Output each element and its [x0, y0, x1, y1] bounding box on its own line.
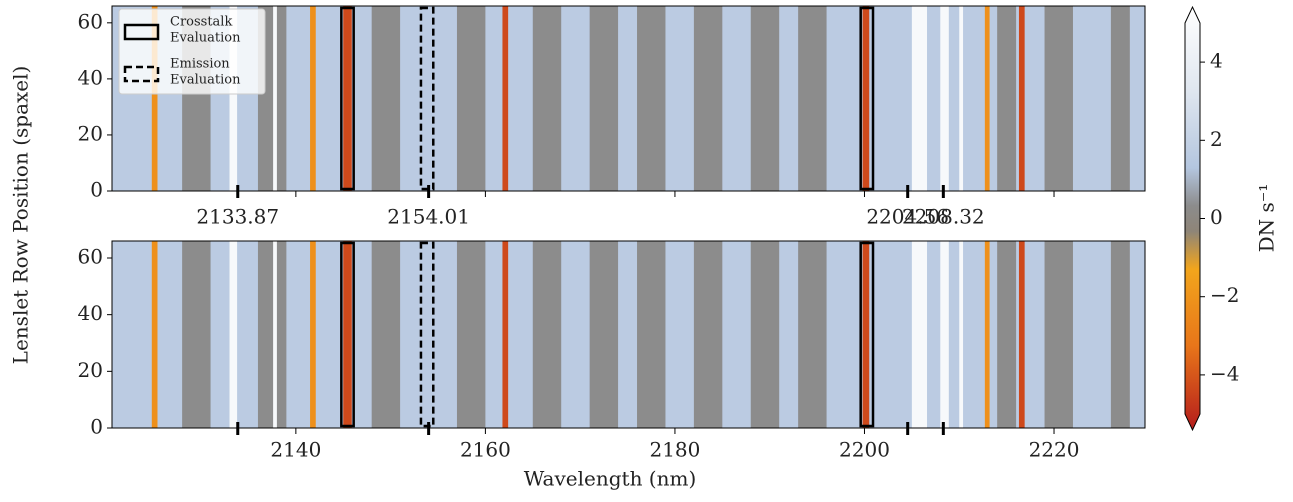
stripe	[229, 6, 238, 191]
stripe	[151, 241, 158, 428]
x-tick-label: 2160	[460, 438, 511, 462]
stripe	[371, 241, 401, 428]
y-tick-label: 40	[78, 301, 103, 325]
marked-tick-label: 2208.32	[902, 205, 985, 229]
stripe	[343, 241, 352, 428]
heatmap	[112, 241, 1145, 428]
stripe	[589, 241, 619, 428]
stripe	[273, 241, 277, 428]
x-tick-label: 2200	[839, 438, 890, 462]
stripe	[273, 6, 277, 191]
stripe	[750, 241, 780, 428]
marked-tick-label: 2133.87	[196, 205, 279, 229]
y-tick-label: 0	[90, 415, 103, 439]
stripe	[343, 6, 352, 191]
legend-label: Crosstalk	[170, 15, 232, 30]
y-tick-label: 20	[78, 121, 103, 145]
stripe	[1018, 6, 1025, 191]
stripe	[532, 6, 562, 191]
stripe	[940, 241, 949, 428]
stripe	[1044, 6, 1073, 191]
stripe	[637, 6, 666, 191]
stripe	[693, 241, 723, 428]
y-axis-label: Lenslet Row Position (spaxel)	[9, 66, 33, 365]
region-box	[340, 6, 355, 191]
x-tick-label: 2140	[270, 438, 321, 462]
stripe	[502, 241, 509, 428]
stripe	[257, 241, 287, 428]
legend-frame	[118, 8, 266, 95]
colorbar-tick-label: 2	[1210, 127, 1223, 151]
stripe	[502, 6, 509, 191]
stripe	[750, 6, 780, 191]
stripe	[589, 6, 619, 191]
marked-tick-label: 2154.01	[387, 205, 470, 229]
legend-label: Emission	[170, 57, 230, 72]
region-box	[419, 241, 435, 428]
stripe	[1110, 6, 1130, 191]
stripe	[862, 6, 870, 191]
stripe	[456, 6, 486, 191]
colorbar	[1184, 5, 1201, 432]
colorbar-tick-label: −2	[1210, 283, 1239, 307]
x-tick-label: 2180	[649, 438, 700, 462]
colorbar-tick-label: −4	[1210, 361, 1239, 385]
stripe	[693, 6, 723, 191]
legend-swatch	[123, 23, 160, 41]
stripe	[798, 6, 827, 191]
stripe	[984, 6, 990, 191]
heatmap	[112, 6, 1145, 191]
y-tick-label: 20	[78, 358, 103, 382]
stripe	[532, 241, 562, 428]
region-box	[859, 241, 875, 428]
region-box	[859, 6, 875, 191]
legend-swatch	[123, 65, 160, 83]
stripe	[997, 6, 1017, 191]
stripe	[456, 241, 486, 428]
y-tick-label: 0	[90, 178, 103, 202]
stripe	[862, 241, 870, 428]
colorbar-tick-label: 0	[1210, 205, 1223, 229]
stripe	[229, 241, 238, 428]
stripe	[984, 241, 990, 428]
stripe	[151, 6, 158, 191]
plot-frame	[111, 240, 1146, 429]
stripe	[940, 6, 949, 191]
x-tick-label: 2220	[1029, 438, 1080, 462]
stripe	[1110, 241, 1130, 428]
stripe	[637, 241, 666, 428]
stripe	[310, 241, 316, 428]
legend-label: Evaluation	[170, 31, 241, 46]
colorbar-tick-label: 4	[1210, 49, 1223, 73]
marked-tick-label: 2204.56	[866, 205, 949, 229]
plot-frame	[111, 5, 1146, 192]
y-tick-label: 40	[78, 65, 103, 89]
stripe	[310, 6, 316, 191]
region-box	[340, 241, 355, 428]
stripe	[1018, 241, 1025, 428]
stripe	[371, 6, 401, 191]
region-box	[419, 6, 435, 191]
y-tick-label: 60	[78, 245, 103, 269]
y-tick-label: 60	[78, 9, 103, 33]
legend-label: Evaluation	[170, 73, 241, 88]
stripe	[997, 241, 1017, 428]
colorbar-label: DN s⁻¹	[1255, 184, 1279, 253]
stripe	[798, 241, 827, 428]
stripe	[959, 6, 964, 191]
stripe	[1044, 241, 1073, 428]
stripe	[911, 6, 928, 191]
stripe	[911, 241, 928, 428]
stripe	[182, 241, 211, 428]
x-axis-label: Wavelength (nm)	[524, 467, 697, 491]
stripe	[959, 241, 964, 428]
